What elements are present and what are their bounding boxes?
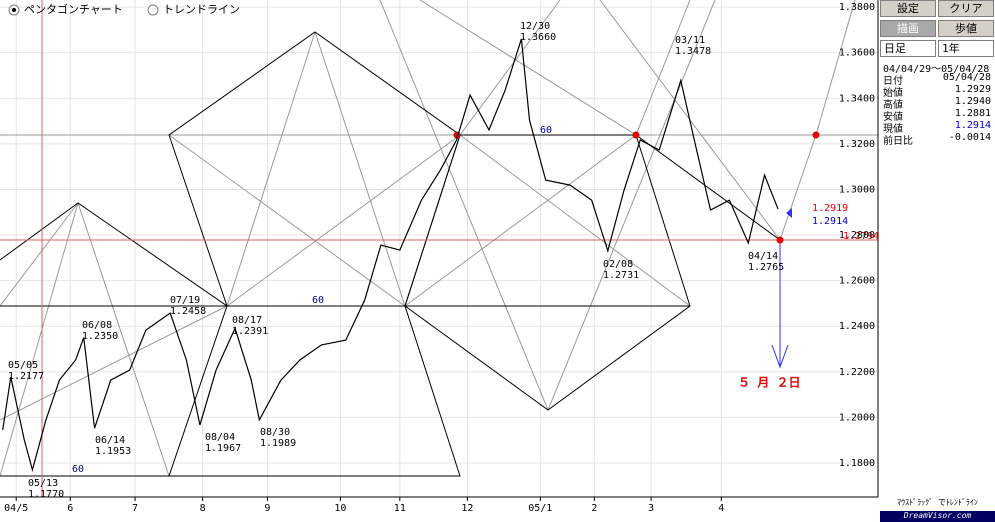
annotation-date: 06/08 [82, 320, 112, 331]
x-tick-label: 6 [67, 503, 73, 514]
y-tick-label: 1.3400 [839, 93, 875, 104]
quote-row: 現値 1.2914 [883, 120, 991, 135]
y-tick-label: 1.2000 [839, 412, 875, 423]
annotation-price: 1.2765 [748, 262, 784, 273]
annotation-date: 05/13 [28, 478, 58, 489]
angle-label: 60 [540, 125, 552, 136]
quote-value: 1.2881 [954, 108, 991, 119]
x-tick-label: 7 [132, 503, 138, 514]
quote-label: 前日比 [883, 136, 913, 147]
quote-value: 1.2929 [954, 84, 991, 95]
level-label: 1.2914 [812, 216, 848, 227]
mode-selector: ペンタゴンチャート トレンドライン [8, 2, 240, 16]
quote-row: 安値 1.2881 [883, 108, 991, 123]
mode-label[interactable]: トレンドライン [163, 3, 240, 16]
ticks-button[interactable]: 歩値 [938, 20, 994, 37]
annotation-date: 12/30 [520, 21, 550, 32]
y-tick-label: 1.2200 [839, 367, 875, 378]
logo: DreamVisor.com [880, 511, 995, 522]
quote-value: 05/04/28 [942, 72, 991, 83]
hint: ﾏｳｽﾄﾞﾗｯｸﾞ でﾄﾚﾝﾄﾞﾗｲﾝ [897, 498, 978, 507]
annotation-date: 03/11 [675, 35, 705, 46]
x-tick-label: 4 [718, 503, 724, 514]
x-tick-label: 8 [200, 503, 206, 514]
quote-label: 安値 [883, 112, 903, 123]
annotation-price: 1.1989 [260, 438, 296, 449]
y-tick-label: 1.2400 [839, 321, 875, 332]
annotation-price: 1.2731 [603, 270, 639, 281]
level-label: 1.2794 [843, 231, 879, 242]
quote-label: 高値 [883, 100, 903, 111]
radio-trendline[interactable] [147, 4, 159, 16]
date-range: 04/04/29～05/04/28 [883, 64, 990, 75]
mode-label[interactable]: ペンタゴンチャート [24, 2, 123, 16]
quote-label: 現値 [883, 124, 903, 135]
chart: ペンタゴンチャート トレンドライン 60 60 60 1.2919 1.2914… [0, 0, 879, 514]
annotation-price: 1.2177 [8, 371, 44, 382]
y-tick-label: 1.1800 [839, 458, 875, 469]
level-label: 1.2919 [812, 203, 848, 214]
x-tick-label: 10 [334, 503, 346, 514]
quote-value: 1.2914 [954, 120, 991, 131]
side-panel: 設定 クリア 描画 歩値 日足 1年 04/04/29～05/04/28 日付 0… [880, 0, 995, 522]
settings-button[interactable]: 設定 [880, 0, 936, 17]
annotation-price: 1.1953 [95, 446, 131, 457]
annotation-date: 05/05 [8, 360, 38, 371]
price-line [2, 38, 779, 473]
x-tick-label: 05/1 [528, 503, 552, 514]
quote-row: 高値 1.2940 [883, 96, 991, 111]
span-dropdown[interactable]: 1年 [938, 40, 994, 57]
clear-button[interactable]: クリア [938, 0, 994, 17]
x-tick-label: 12 [461, 503, 473, 514]
x-tick-label: 04/5 [4, 503, 28, 514]
x-tick-label: 9 [264, 503, 270, 514]
angle-label: 60 [72, 464, 84, 475]
annotation-date: 08/04 [205, 432, 235, 443]
period-dropdown[interactable]: 日足 [880, 40, 936, 57]
quote-label: 日付 [883, 76, 903, 87]
annotation-date: 07/19 [170, 295, 200, 306]
y-tick-label: 1.3600 [839, 48, 875, 59]
annotation-price: 1.2458 [170, 306, 206, 317]
quote-label: 始値 [883, 88, 903, 99]
annotation-price: 1.2350 [82, 331, 118, 342]
annotation-date: 08/30 [260, 427, 290, 438]
annotation-date: 08/17 [232, 315, 262, 326]
quote-row: 前日比 -0.0014 [883, 132, 991, 147]
x-tick-label: 2 [591, 503, 597, 514]
x-tick-label: 3 [648, 503, 654, 514]
angle-label: 60 [312, 295, 324, 306]
quote-row: 日付 05/04/28 [883, 72, 991, 87]
annotation-price: 1.1770 [28, 489, 64, 500]
annotation-price: 1.3478 [675, 46, 711, 57]
annotation-price: 1.2391 [232, 326, 268, 337]
x-tick-label: 11 [394, 503, 406, 514]
annotation-date: 02/08 [603, 259, 633, 270]
y-tick-label: 1.2800 [839, 230, 875, 241]
draw-button[interactable]: 描画 [880, 20, 936, 37]
quote-value: 1.2940 [954, 96, 991, 107]
annotation-date: 06/14 [95, 435, 125, 446]
quote-value: -0.0014 [948, 132, 991, 143]
annotation-date: 04/14 [748, 251, 778, 262]
y-tick-label: 1.3200 [839, 139, 875, 150]
y-tick-label: 1.3800 [839, 2, 875, 13]
y-tick-label: 1.3000 [839, 184, 875, 195]
pentagon-drawing [0, 0, 879, 498]
quote-row: 始値 1.2929 [883, 84, 991, 99]
annotation-price: 1.3660 [520, 32, 556, 43]
annotation-price: 1.1967 [205, 443, 241, 454]
y-tick-label: 1.2600 [839, 276, 875, 287]
target-date: ５ 月 ２日 [738, 376, 800, 390]
